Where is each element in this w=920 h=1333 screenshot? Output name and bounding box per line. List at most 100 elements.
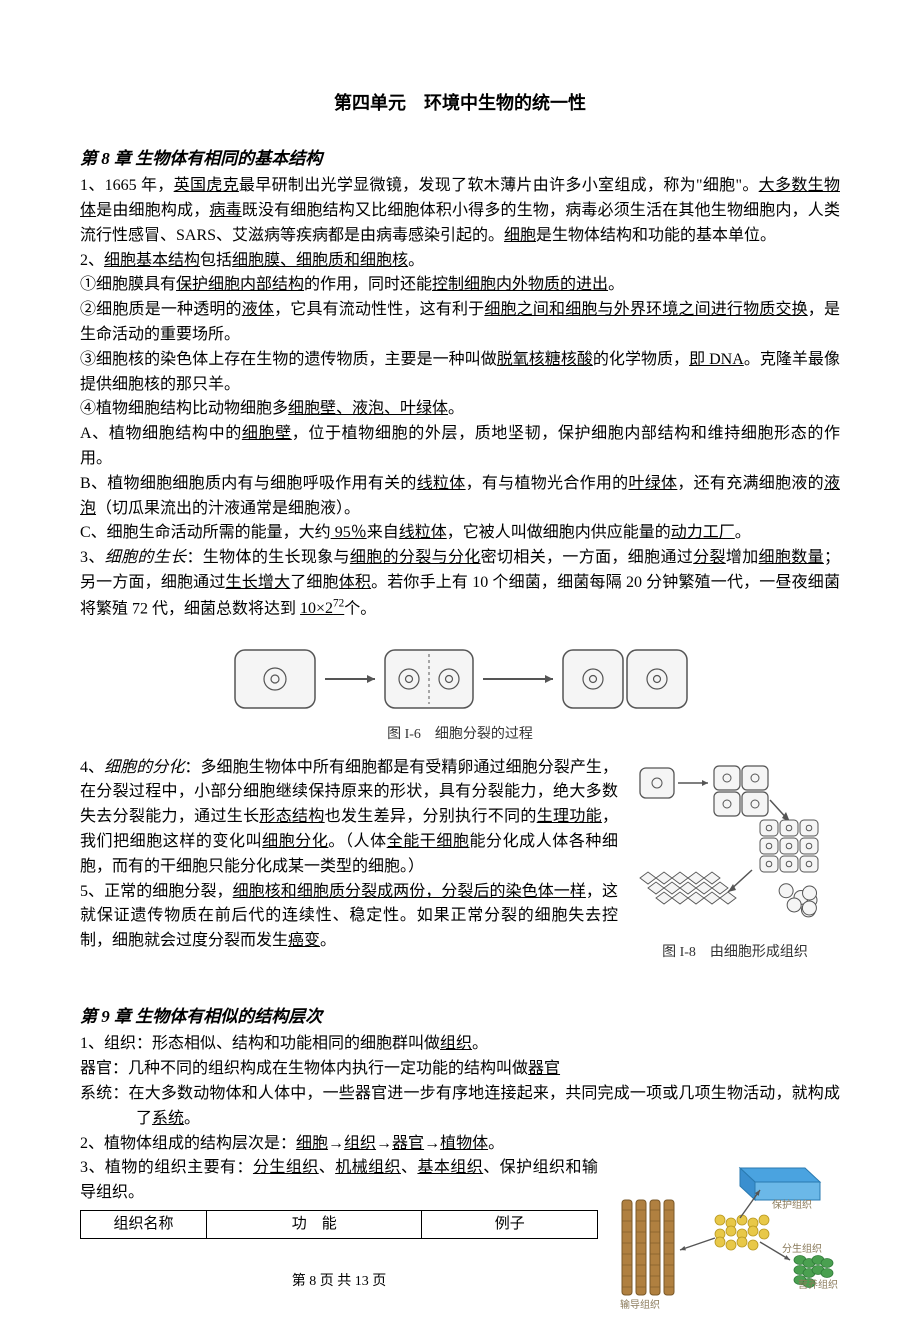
text: 的化学物质， [593, 351, 689, 368]
text: 系统： [80, 1085, 129, 1102]
text: 脱氧核糖核酸 [497, 351, 593, 368]
cell-division-diagram [225, 632, 695, 722]
text: 细胞分化 [262, 833, 328, 850]
figure-cell-division [80, 632, 840, 722]
text: 控制细胞内外物质的进出 [432, 276, 608, 293]
text: 基本组织 [417, 1159, 483, 1176]
text: 。 [184, 1110, 200, 1127]
svg-text:输导组织: 输导组织 [620, 1298, 660, 1310]
text: 2、 [80, 252, 104, 269]
figure-6-caption: 图 I-6 细胞分裂的过程 [80, 724, 840, 746]
ch8-item-c: C、细胞生命活动所需的能量，大约 95％来自线粒体，它被人叫做细胞内供应能量的动… [80, 521, 840, 546]
ch8-para-2: 2、细胞基本结构包括细胞膜、细胞质和细胞核。 [80, 249, 840, 274]
ch8-para-3: 3、细胞的生长：生物体的生长现象与细胞的分裂与分化密切相关，一方面，细胞通过分裂… [80, 546, 840, 622]
text: 在大多数动物体和人体中，一些器官进一步有序地连接起来，共同完成一项或几项生物活动… [129, 1085, 840, 1127]
ch9-def-organ: 器官：几种不同的组织构成在生物体内执行一定功能的结构叫做器官 [80, 1057, 840, 1082]
text: 。 [472, 1035, 488, 1052]
text: 器官： [80, 1060, 128, 1077]
text: → [376, 1135, 392, 1152]
th-function: 功 能 [207, 1211, 422, 1239]
text: 液体 [242, 301, 274, 318]
figure-plant-tissue: 保护组织分生组织营养组织输导组织 [610, 1160, 840, 1319]
text: 细胞之间和细胞与外界环境之间进行物质交换 [484, 301, 807, 318]
text: 1、1665 年， [80, 177, 174, 194]
text: 3、植物的组织主要有： [80, 1159, 253, 1176]
text: ②细胞质是一种透明的 [80, 301, 242, 318]
text: 全能干细胞 [387, 833, 470, 850]
text-italic: 细胞的生长 [105, 549, 187, 566]
text: ，它被人叫做细胞内供应能量的 [447, 524, 671, 541]
text: 细胞壁、液泡、叶绿体 [288, 400, 448, 417]
th-example: 例子 [422, 1211, 598, 1239]
text: 线粒体 [417, 475, 466, 492]
text: ，还有充满细胞液的 [677, 475, 824, 492]
text: 植物体 [440, 1135, 488, 1152]
text: ③细胞核的染色体上存在生物的遗传物质，主要是一种叫做 [80, 351, 497, 368]
text: ①细胞膜具有 [80, 276, 176, 293]
text: 是由细胞构成， [96, 202, 209, 219]
text: 分生组织 [253, 1159, 319, 1176]
text: 1、组织：形态相似、结构和功能相同的细胞群叫做 [80, 1035, 440, 1052]
chapter-9-title: 第 9 章 生物体有相似的结构层次 [80, 1004, 840, 1030]
text: 也发生差异，分别执行不同的 [325, 808, 537, 825]
svg-text:营养组织: 营养组织 [798, 1278, 838, 1291]
text: C、细胞生命活动所需的能量，大约 [80, 524, 331, 541]
text: 5、正常的细胞分裂， [80, 883, 233, 900]
text: 95％ [331, 524, 367, 541]
text: 机械组织 [335, 1159, 401, 1176]
text: 。 [488, 1135, 504, 1152]
text: 器官 [528, 1060, 560, 1077]
text: → [424, 1135, 440, 1152]
text: 是生物体结构和功能的基本单位。 [536, 227, 776, 244]
text: 体积 [339, 574, 371, 591]
text: 。 [408, 252, 424, 269]
text: 了细胞 [290, 574, 339, 591]
text: 器官 [392, 1135, 424, 1152]
ch9-para-1: 1、组织：形态相似、结构和功能相同的细胞群叫做组织。 [80, 1032, 840, 1057]
text: 4、 [80, 759, 104, 776]
text: 细胞核和细胞质分裂成两份，分裂后的染色体一样 [233, 883, 586, 900]
text: 叶绿体 [628, 475, 677, 492]
text: ④植物细胞结构比动物细胞多 [80, 400, 288, 417]
ch8-para-2-3: ③细胞核的染色体上存在生物的遗传物质，主要是一种叫做脱氧核糖核酸的化学物质，即 … [80, 348, 840, 398]
text: 、 [401, 1159, 417, 1176]
text: 即 DNA [689, 351, 744, 368]
text: 细胞 [504, 227, 536, 244]
text: 增加 [726, 549, 759, 566]
text: 细胞数量 [759, 549, 824, 566]
text: （切瓜果流出的汁液通常是细胞液）。 [96, 500, 360, 517]
table-row: 组织名称 功 能 例子 [81, 1211, 598, 1239]
chapter-8-title: 第 8 章 生物体有相同的基本结构 [80, 146, 840, 172]
text: 线粒体 [399, 524, 447, 541]
figure-tissue-formation: 图 I-8 由细胞形成组织 [630, 760, 840, 974]
tissue-formation-diagram [630, 760, 840, 930]
text: 生理功能 [537, 808, 602, 825]
ch8-item-b: B、植物细胞细胞质内有与细胞呼吸作用有关的线粒体，有与植物光合作用的叶绿体，还有… [80, 472, 840, 522]
text: 细胞 [296, 1135, 328, 1152]
ch8-para-2-1: ①细胞膜具有保护细胞内部结构的作用，同时还能控制细胞内外物质的进出。 [80, 273, 840, 298]
plant-tissue-diagram: 保护组织分生组织营养组织输导组织 [610, 1160, 840, 1310]
text: 癌变 [288, 932, 320, 949]
text: 形态结构 [259, 808, 324, 825]
text: ，有与植物光合作用的 [466, 475, 629, 492]
text: 3、 [80, 549, 105, 566]
svg-text:保护组织: 保护组织 [772, 1198, 812, 1211]
th-name: 组织名称 [81, 1211, 207, 1239]
text: 细胞的分裂与分化 [350, 549, 481, 566]
text: 。（人体 [328, 833, 386, 850]
ch9-para-2: 2、植物体组成的结构层次是：细胞→组织→器官→植物体。 [80, 1132, 840, 1157]
text: 生长增大 [226, 574, 291, 591]
text: 10×272 [300, 600, 344, 617]
text: 密切相关，一方面，细胞通过 [481, 549, 693, 566]
text: 英国虎克 [174, 177, 239, 194]
ch9-def-system: 系统：在大多数动物体和人体中，一些器官进一步有序地连接起来，共同完成一项或几项生… [80, 1082, 840, 1132]
text: 细胞膜、细胞质和细胞核 [232, 252, 408, 269]
text: 。 [448, 400, 464, 417]
text: 动力工厂 [671, 524, 735, 541]
text: 。 [320, 932, 336, 949]
text: 个。 [344, 600, 376, 617]
svg-text:分生组织: 分生组织 [782, 1242, 822, 1255]
text: ：生物体的生长现象与 [186, 549, 349, 566]
text: 来自 [367, 524, 399, 541]
text: 最早研制出光学显微镜，发现了软木薄片由许多小室组成，称为"细胞"。 [239, 177, 759, 194]
